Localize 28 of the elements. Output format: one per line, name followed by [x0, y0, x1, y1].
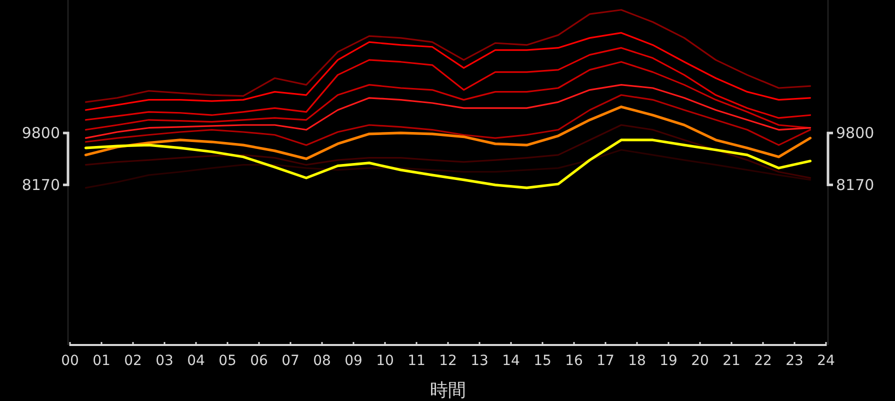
x-tick-label: 04: [187, 353, 205, 369]
x-tick-label: 09: [344, 353, 362, 369]
x-tick-label: 13: [470, 353, 488, 369]
x-tick-label: 20: [691, 353, 709, 369]
x-tick-label: 21: [722, 353, 740, 369]
x-tick-label: 07: [282, 353, 300, 369]
x-tick-label: 19: [660, 353, 678, 369]
x-tick-label: 24: [817, 353, 835, 369]
x-tick-label: 05: [218, 353, 236, 369]
x-tick-label: 06: [250, 353, 268, 369]
x-tick-label: 01: [92, 353, 110, 369]
x-tick-label: 11: [408, 353, 426, 369]
x-tick-label: 16: [565, 353, 583, 369]
x-tick-label: 14: [502, 353, 520, 369]
x-tick-label: 18: [628, 353, 646, 369]
x-tick-label: 03: [156, 353, 174, 369]
x-tick-label: 10: [376, 353, 394, 369]
x-axis-title: 時間: [430, 380, 466, 401]
x-tick-label: 00: [61, 353, 79, 369]
x-tick-label: 22: [754, 353, 772, 369]
x-tick-label: 12: [439, 353, 457, 369]
x-tick-label: 15: [534, 353, 552, 369]
x-tick-label: 17: [596, 353, 614, 369]
x-tick-label: 08: [313, 353, 331, 369]
x-tick-label: 23: [786, 353, 804, 369]
y2-tick-label: 9800: [836, 124, 874, 142]
y2-tick-label: 8170: [836, 176, 874, 194]
x-tick-label: 02: [124, 353, 142, 369]
